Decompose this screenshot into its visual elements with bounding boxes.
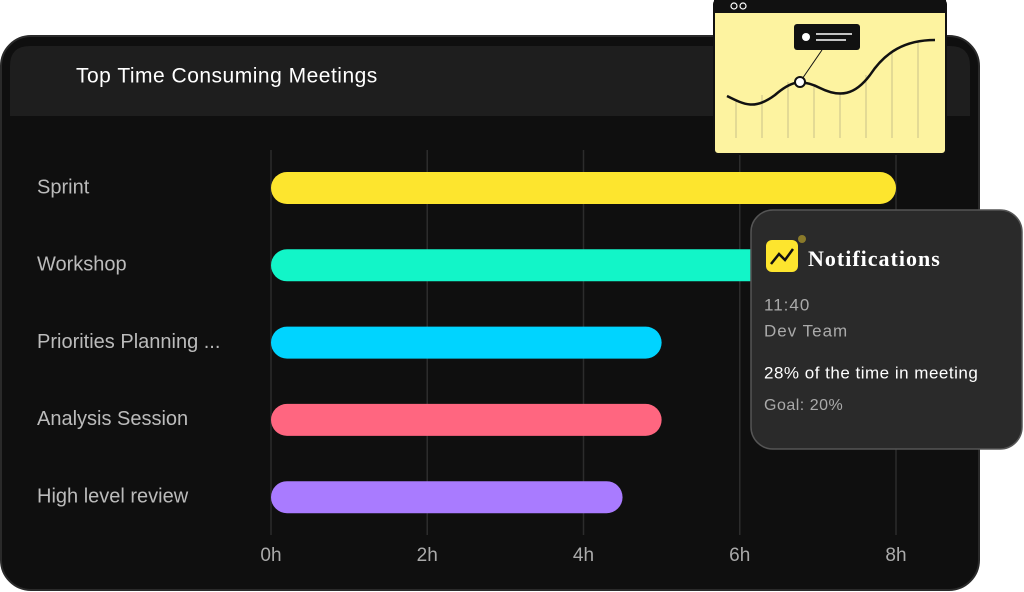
bar	[271, 481, 623, 514]
x-tick-label: 8h	[885, 545, 906, 566]
notification-icon-glyph	[770, 248, 795, 265]
plot: 0h 2h 4h 6h 8h Sprint Workshop Priorities Plann…	[37, 150, 907, 566]
y-tick-label: High level review	[37, 485, 189, 507]
notification: Notifications 11:40 Dev Team 28% of the …	[750, 209, 1023, 450]
notification-dot	[798, 235, 806, 243]
x-tick-label: 4h	[573, 545, 594, 566]
bar	[271, 172, 896, 204]
mini-chart-decoration	[713, 0, 947, 155]
y-tick-label: Workshop	[37, 254, 127, 276]
bar	[271, 326, 662, 359]
y-tick-label: Sprint	[37, 176, 90, 198]
y-tick-label: Analysis Session	[37, 408, 188, 430]
notification-goal: Goal: 20%	[764, 397, 843, 414]
bar	[271, 249, 896, 282]
bar	[271, 403, 662, 436]
notification-team: Dev Team	[764, 321, 848, 340]
notification-title: Notifications	[808, 246, 941, 271]
y-tick-label: Priorities Planning ...	[37, 331, 220, 353]
chart-title: Top Time Consuming Meetings	[76, 65, 378, 88]
x-tick-label: 6h	[729, 545, 750, 566]
notification-message: 28% of the time in meeting	[764, 363, 978, 382]
x-tick-label: 2h	[417, 545, 438, 566]
notification-card	[750, 209, 1023, 450]
notification-time: 11:40	[764, 295, 810, 314]
x-tick-label: 0h	[260, 545, 281, 566]
